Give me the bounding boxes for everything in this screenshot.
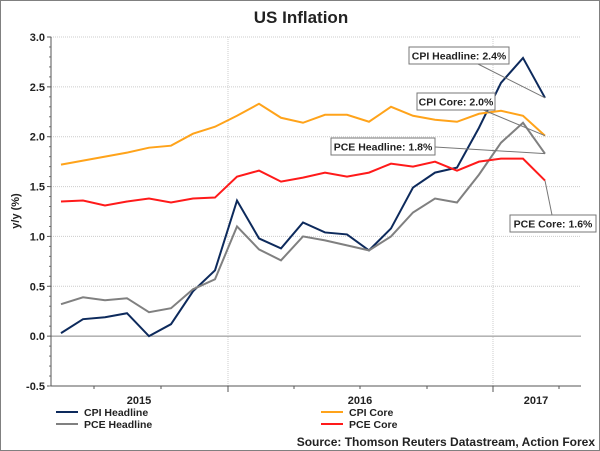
- chart-title: US Inflation: [254, 8, 348, 27]
- annotation-label: PCE Headline: 1.8%: [334, 142, 433, 154]
- source-note: Source: Thomson Reuters Datastream, Acti…: [297, 435, 596, 449]
- x-tick-label: 2016: [348, 395, 372, 407]
- y-tick-label: 2.0: [30, 132, 45, 144]
- series-line-cpi-core: [60, 102, 546, 166]
- annotation-label: CPI Headline: 2.4%: [412, 51, 507, 63]
- annotation-leader: [475, 62, 546, 99]
- annotation-label: PCE Core: 1.6%: [514, 219, 593, 231]
- y-axis-label: y/y (%): [10, 193, 22, 229]
- annotation-box: [416, 92, 496, 111]
- legend-label: CPI Core: [349, 407, 394, 419]
- annotation-box: [408, 46, 510, 65]
- annotation-label: CPI Core: 2.0%: [419, 97, 494, 109]
- annotation-leader: [434, 146, 546, 155]
- annotation-leader: [480, 108, 546, 137]
- annotation-box: [330, 137, 436, 156]
- x-tick-label: 2015: [127, 395, 151, 407]
- y-tick-label: 1.5: [30, 182, 45, 194]
- annotation-box: [509, 214, 597, 233]
- y-tick-label: -0.5: [26, 381, 45, 393]
- y-tick-label: 0.0: [30, 331, 45, 343]
- y-tick-label: 0.5: [30, 281, 45, 293]
- legend-label: CPI Headline: [84, 407, 148, 419]
- legend-label: PCE Core: [349, 419, 398, 431]
- annotation-leader: [544, 180, 553, 216]
- legend-label: PCE Headline: [84, 419, 152, 431]
- y-tick-label: 1.0: [30, 231, 45, 243]
- x-tick-label: 2017: [524, 395, 548, 407]
- y-tick-label: 2.5: [30, 82, 45, 94]
- y-tick-label: 3.0: [30, 32, 45, 44]
